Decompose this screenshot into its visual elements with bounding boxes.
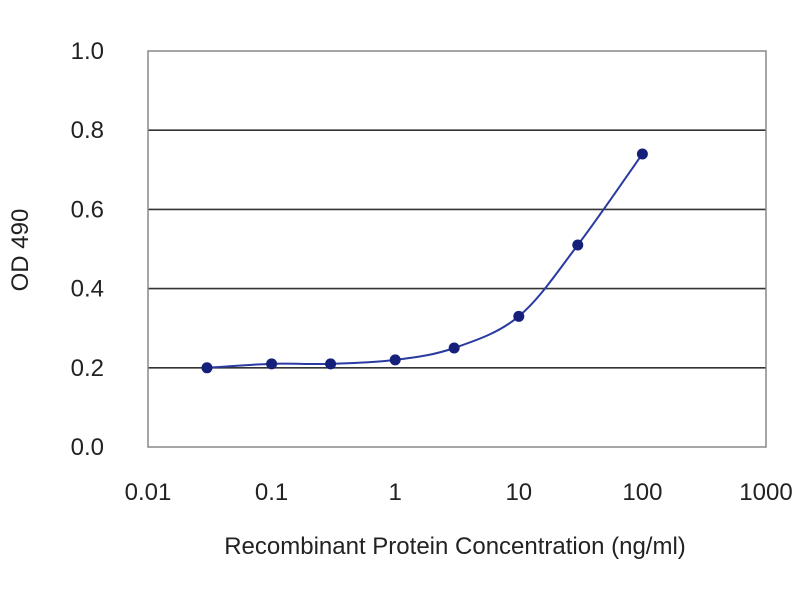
data-point-6 — [572, 239, 584, 251]
data-point-2 — [325, 358, 337, 370]
series-layer — [201, 148, 648, 374]
y-tick-label: 0.2 — [71, 355, 104, 382]
y-tick-labels: 0.0 0.2 0.4 0.6 0.8 1.0 — [71, 38, 104, 461]
y-axis-title: OD 490 — [7, 209, 34, 292]
y-tick-label: 0.8 — [71, 117, 104, 144]
data-point-5 — [513, 310, 525, 322]
y-tick-label: 0.6 — [71, 196, 104, 223]
data-point-7 — [636, 148, 648, 160]
x-tick-label: 100 — [622, 479, 662, 506]
x-tick-label: 1 — [389, 479, 402, 506]
y-tick-label: 1.0 — [71, 38, 104, 65]
x-tick-label: 1000 — [739, 479, 792, 506]
data-point-1 — [266, 358, 278, 370]
x-tick-label: 10 — [505, 479, 532, 506]
x-tick-labels: 0.01 0.1 1 10 100 1000 — [125, 479, 793, 506]
x-axis-title: Recombinant Protein Concentration (ng/ml… — [224, 533, 686, 560]
x-tick-label: 0.1 — [255, 479, 288, 506]
gridlines — [148, 129, 766, 369]
y-tick-label: 0.0 — [71, 434, 104, 461]
y-tick-label: 0.4 — [71, 276, 104, 303]
data-point-0 — [201, 362, 213, 374]
x-tick-label: 0.01 — [125, 479, 172, 506]
data-point-4 — [448, 342, 460, 354]
data-point-3 — [389, 354, 401, 366]
plot-area — [147, 50, 767, 448]
series-line-0 — [206, 153, 644, 369]
